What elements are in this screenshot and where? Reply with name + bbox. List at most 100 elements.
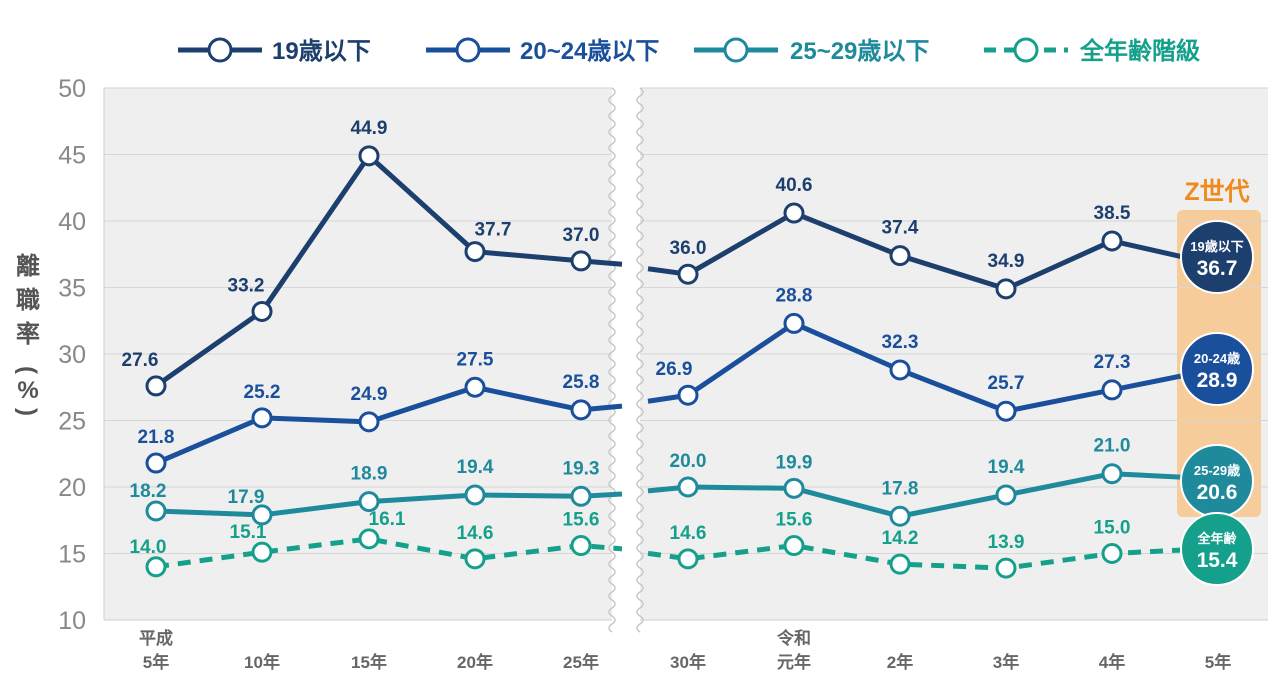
data-point: [889, 505, 911, 527]
final-badge-title: 20-24歳: [1194, 351, 1240, 366]
data-label: 37.7: [475, 220, 512, 241]
y-axis-label-char: 職: [16, 287, 40, 314]
data-point: [995, 557, 1017, 579]
data-label: 27.3: [1094, 352, 1131, 373]
data-point: [1101, 230, 1123, 252]
x-tick-label: 15年: [351, 652, 387, 672]
data-label: 34.9: [988, 251, 1025, 272]
data-point: [677, 476, 699, 498]
y-tick-label: 40: [58, 208, 86, 236]
data-point: [358, 145, 380, 167]
axis-break-right: [636, 87, 644, 633]
final-badge-title: 全年齢: [1196, 531, 1237, 546]
data-point: [251, 407, 273, 429]
data-point: [570, 485, 592, 507]
data-point: [251, 300, 273, 322]
data-point: [145, 556, 167, 578]
y-tick-label: 30: [58, 341, 86, 369]
data-label: 15.0: [1094, 518, 1131, 539]
legend-label: 25~29歳以下: [790, 37, 929, 65]
y-axis-label-char: ): [14, 408, 41, 416]
y-tick-label: 25: [58, 408, 86, 436]
legend-marker: [455, 37, 481, 63]
x-tick-label: 5年: [1205, 652, 1231, 672]
data-label: 25.2: [244, 382, 281, 403]
y-tick-label: 20: [58, 474, 86, 502]
data-label: 21.0: [1094, 436, 1131, 457]
legend: 19歳以下 20~24歳以下 25~29歳以下 全年齢階級: [178, 37, 1200, 65]
data-label: 26.9: [656, 359, 693, 380]
data-point: [889, 245, 911, 267]
data-label: 38.5: [1094, 203, 1131, 224]
data-label: 19.3: [563, 458, 600, 479]
data-label: 19.9: [776, 452, 813, 473]
data-labels: 27.6 33.2 44.9 37.7 37.0 36.0 40.6 37.4 34.9 38.5…: [122, 118, 1131, 558]
legend-label: 19歳以下: [272, 37, 371, 65]
data-point: [889, 359, 911, 381]
y-axis-label-char: %: [17, 377, 38, 404]
data-point: [464, 548, 486, 570]
data-label: 28.8: [776, 285, 813, 306]
data-point: [251, 541, 273, 563]
data-label: 32.3: [882, 332, 919, 353]
data-label: 37.4: [882, 218, 919, 239]
data-point: [783, 477, 805, 499]
data-label: 17.9: [228, 487, 265, 508]
data-label: 16.1: [369, 509, 406, 530]
data-point: [251, 504, 273, 526]
data-point: [889, 553, 911, 575]
data-label: 14.2: [882, 528, 919, 549]
y-axis-label-char: 離: [16, 252, 40, 280]
x-tick-label: 25年: [563, 652, 599, 672]
final-badge-value: 36.7: [1197, 257, 1238, 280]
data-label: 17.8: [882, 478, 919, 499]
data-point: [570, 535, 592, 557]
data-label: 19.4: [988, 457, 1025, 478]
legend-marker: [207, 37, 233, 63]
data-label: 14.0: [130, 537, 167, 558]
data-label: 18.2: [130, 481, 167, 502]
data-point: [783, 535, 805, 557]
data-point: [995, 400, 1017, 422]
data-point: [677, 384, 699, 406]
data-point: [1101, 543, 1123, 564]
data-point: [570, 250, 592, 272]
data-point: [783, 202, 805, 224]
data-label: 24.9: [351, 384, 388, 405]
final-badge-title: 25-29歳: [1194, 463, 1240, 478]
x-tick-label: 20年: [457, 652, 493, 672]
x-tick-label: 30年: [670, 652, 706, 672]
y-axis-label-char: (: [14, 366, 41, 374]
z-generation-label: Z世代: [1184, 178, 1249, 206]
legend-label: 20~24歳以下: [520, 37, 659, 65]
data-label: 14.6: [457, 523, 494, 544]
data-point: [995, 484, 1017, 506]
data-label: 40.6: [776, 175, 813, 196]
series-layer: [145, 145, 1219, 579]
x-tick-label: 2年: [887, 652, 913, 672]
data-point: [783, 312, 805, 334]
data-label: 25.7: [988, 373, 1025, 394]
data-label: 21.8: [138, 427, 175, 448]
legend-label: 全年齢階級: [1079, 37, 1200, 65]
data-label: 44.9: [351, 118, 388, 139]
y-axis-label-char: 率: [16, 320, 40, 348]
data-point: [677, 548, 699, 570]
y-tick-label: 15: [58, 541, 86, 569]
data-point: [1101, 379, 1123, 401]
final-badge: [1180, 332, 1254, 406]
data-point: [677, 263, 699, 285]
final-badge: [1180, 512, 1254, 586]
legend-marker: [723, 37, 749, 63]
final-badge: [1180, 220, 1254, 294]
data-point: [358, 491, 380, 513]
axis-break-left: [608, 87, 616, 633]
x-tick-label: 5年: [143, 652, 169, 672]
final-badge-value: 28.9: [1197, 369, 1238, 392]
series-line-left: [155, 536, 623, 570]
final-badge-title: 19歳以下: [1190, 239, 1243, 254]
data-label: 27.5: [457, 349, 494, 370]
data-point: [570, 399, 592, 421]
data-label: 13.9: [988, 532, 1025, 553]
